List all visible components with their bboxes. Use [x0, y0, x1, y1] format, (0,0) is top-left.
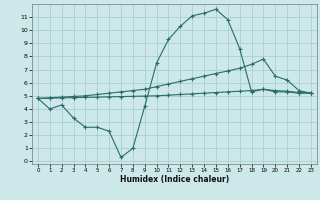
- X-axis label: Humidex (Indice chaleur): Humidex (Indice chaleur): [120, 175, 229, 184]
